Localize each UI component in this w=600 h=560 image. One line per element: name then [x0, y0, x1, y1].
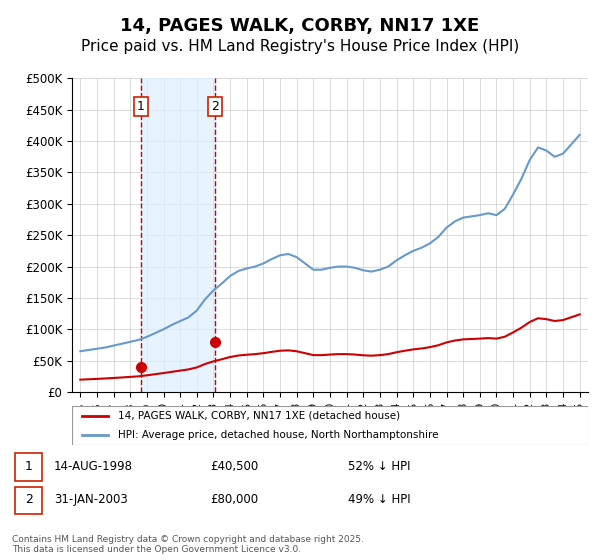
Text: 14, PAGES WALK, CORBY, NN17 1XE (detached house): 14, PAGES WALK, CORBY, NN17 1XE (detache…	[118, 411, 401, 421]
Text: HPI: Average price, detached house, North Northamptonshire: HPI: Average price, detached house, Nort…	[118, 431, 439, 440]
Text: 49% ↓ HPI: 49% ↓ HPI	[348, 493, 410, 506]
Text: 2: 2	[211, 100, 219, 113]
Text: Price paid vs. HM Land Registry's House Price Index (HPI): Price paid vs. HM Land Registry's House …	[81, 39, 519, 54]
Text: 1: 1	[25, 460, 33, 473]
Text: Contains HM Land Registry data © Crown copyright and database right 2025.
This d: Contains HM Land Registry data © Crown c…	[12, 535, 364, 554]
FancyBboxPatch shape	[15, 454, 42, 480]
Text: 14-AUG-1998: 14-AUG-1998	[54, 460, 133, 473]
Text: 31-JAN-2003: 31-JAN-2003	[54, 493, 128, 506]
Text: 52% ↓ HPI: 52% ↓ HPI	[348, 460, 410, 473]
Text: 14, PAGES WALK, CORBY, NN17 1XE: 14, PAGES WALK, CORBY, NN17 1XE	[121, 17, 479, 35]
FancyBboxPatch shape	[72, 406, 588, 445]
FancyBboxPatch shape	[15, 487, 42, 514]
Text: £80,000: £80,000	[210, 493, 258, 506]
Bar	[140, 78, 215, 392]
Text: 2: 2	[25, 493, 33, 506]
Text: 1: 1	[137, 100, 145, 113]
Text: £40,500: £40,500	[210, 460, 258, 473]
